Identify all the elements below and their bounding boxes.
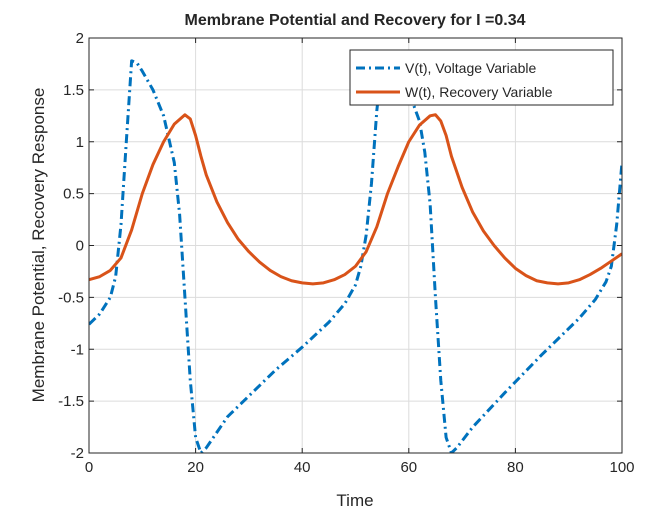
series-line-recovery <box>89 113 622 286</box>
legend: V(t), Voltage Variable W(t), Recovery Va… <box>349 49 614 106</box>
x-tick-label: 20 <box>187 459 204 476</box>
y-tick-label: -1 <box>71 341 84 358</box>
x-tick-label: 40 <box>294 459 311 476</box>
y-tick-label: 1.5 <box>63 82 84 99</box>
x-tick-label: 60 <box>400 459 417 476</box>
y-tick-label: 0 <box>76 238 84 255</box>
y-tick-label: 2 <box>76 30 84 47</box>
x-tick-label: 0 <box>85 459 93 476</box>
tick-marks <box>88 37 623 454</box>
series-line-voltage <box>89 59 622 453</box>
x-tick-labels: 0 20 40 60 80 100 <box>85 459 635 476</box>
y-tick-labels: -2 -1.5 -1 -0.5 0 0.5 1 1.5 2 <box>58 30 84 462</box>
x-axis-label: Time <box>336 491 373 510</box>
series-layer <box>89 59 622 453</box>
y-tick-label: -2 <box>71 445 84 462</box>
y-axis-label: Membrane Potential, Recovery Response <box>29 88 48 403</box>
y-tick-label: -1.5 <box>58 393 84 410</box>
x-tick-label: 100 <box>609 459 634 476</box>
legend-box <box>349 49 614 106</box>
chart-title: Membrane Potential and Recovery for I =0… <box>184 12 525 29</box>
y-tick-label: 1 <box>76 134 84 151</box>
legend-label-recovery: W(t), Recovery Variable <box>405 84 553 100</box>
y-tick-label: 0.5 <box>63 186 84 203</box>
x-tick-label: 80 <box>507 459 524 476</box>
y-tick-label: -0.5 <box>58 289 84 306</box>
legend-label-voltage: V(t), Voltage Variable <box>405 60 536 76</box>
